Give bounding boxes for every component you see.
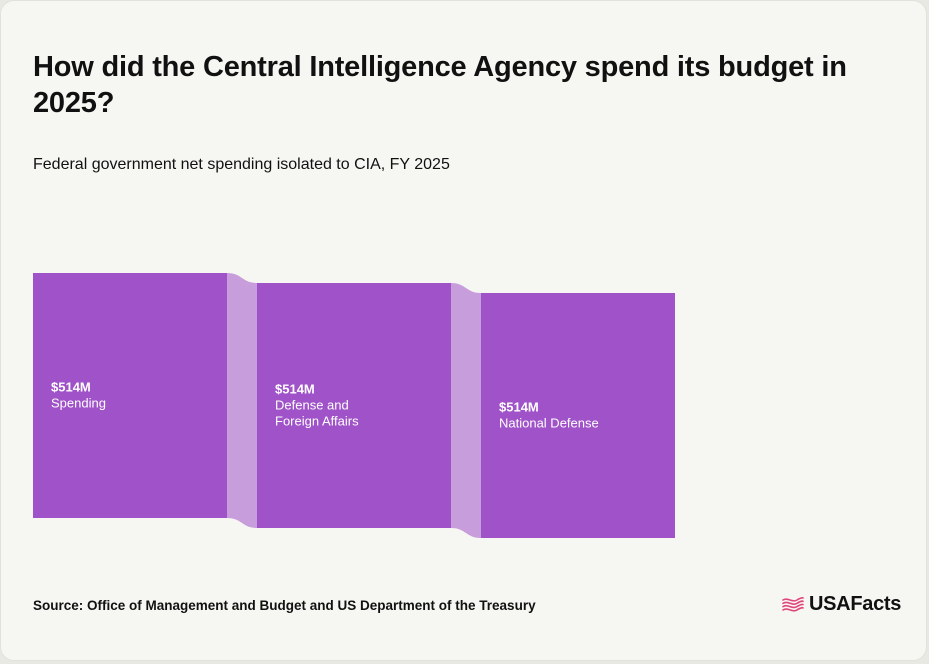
node-name-label: National Defense bbox=[499, 416, 599, 431]
brand-name: USAFacts bbox=[809, 593, 902, 615]
node-name-label: Defense and Foreign Affairs bbox=[275, 398, 359, 429]
node-value-label: $514M bbox=[499, 400, 539, 415]
node-name-label: Spending bbox=[51, 396, 106, 411]
sankey-links bbox=[227, 273, 481, 538]
node-value-label: $514M bbox=[51, 380, 91, 395]
sankey-link-spending-to-defense-foreign bbox=[227, 273, 257, 528]
flag-icon bbox=[782, 596, 804, 612]
node-bar bbox=[33, 273, 227, 518]
page-title: How did the Central Intelligence Agency … bbox=[33, 51, 847, 119]
node-bar bbox=[257, 283, 451, 528]
brand-logo: USAFacts bbox=[781, 593, 901, 616]
source-note: Source: Office of Management and Budget … bbox=[33, 598, 536, 613]
node-bar bbox=[481, 293, 675, 538]
sankey-link-defense-foreign-to-national-defense bbox=[451, 283, 481, 538]
node-value-label: $514M bbox=[275, 382, 315, 397]
chart-subtitle: Federal government net spending isolated… bbox=[33, 156, 450, 173]
